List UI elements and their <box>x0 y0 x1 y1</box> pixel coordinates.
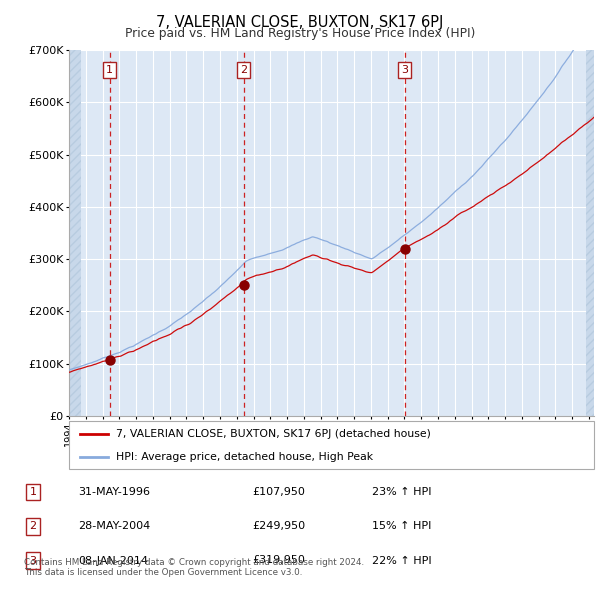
Bar <box>69 50 81 416</box>
Text: £107,950: £107,950 <box>252 487 305 497</box>
Text: 1: 1 <box>106 65 113 76</box>
Text: 31-MAY-1996: 31-MAY-1996 <box>78 487 150 497</box>
Text: HPI: Average price, detached house, High Peak: HPI: Average price, detached house, High… <box>116 452 373 462</box>
Text: Price paid vs. HM Land Registry's House Price Index (HPI): Price paid vs. HM Land Registry's House … <box>125 27 475 40</box>
Text: 7, VALERIAN CLOSE, BUXTON, SK17 6PJ: 7, VALERIAN CLOSE, BUXTON, SK17 6PJ <box>157 15 443 30</box>
Bar <box>586 50 596 416</box>
Text: 3: 3 <box>29 556 37 565</box>
Text: 08-JAN-2014: 08-JAN-2014 <box>78 556 148 565</box>
Text: 7, VALERIAN CLOSE, BUXTON, SK17 6PJ (detached house): 7, VALERIAN CLOSE, BUXTON, SK17 6PJ (det… <box>116 429 431 439</box>
Text: 15% ↑ HPI: 15% ↑ HPI <box>372 522 431 531</box>
Text: 28-MAY-2004: 28-MAY-2004 <box>78 522 150 531</box>
Text: 22% ↑ HPI: 22% ↑ HPI <box>372 556 431 565</box>
Text: 1: 1 <box>29 487 37 497</box>
Text: 2: 2 <box>240 65 247 76</box>
Text: £249,950: £249,950 <box>252 522 305 531</box>
Text: 2: 2 <box>29 522 37 531</box>
Text: Contains HM Land Registry data © Crown copyright and database right 2024.
This d: Contains HM Land Registry data © Crown c… <box>24 558 364 577</box>
Text: 23% ↑ HPI: 23% ↑ HPI <box>372 487 431 497</box>
Text: 3: 3 <box>401 65 408 76</box>
Text: £319,950: £319,950 <box>252 556 305 565</box>
FancyBboxPatch shape <box>69 421 594 469</box>
